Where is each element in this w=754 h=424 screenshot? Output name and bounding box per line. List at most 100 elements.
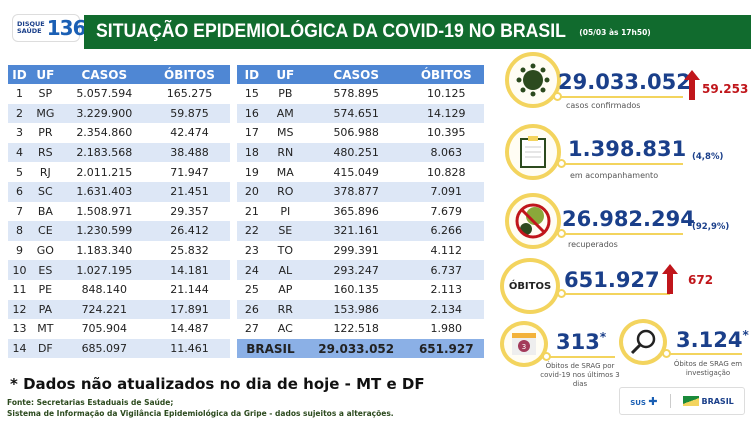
table-cell: 10.395 <box>427 126 466 140</box>
table-cell: 415.049 <box>333 165 379 179</box>
title-banner: SITUAÇÃO EPIDEMIOLÓGICA DA COVID-19 NO B… <box>84 15 751 49</box>
confirmed-circle <box>505 52 561 108</box>
table-row: 27 AC 122.518 1.980 <box>237 319 484 339</box>
table-cell: 24 <box>237 260 267 280</box>
table-cell: 321.161 <box>303 221 409 241</box>
magnifier-icon <box>630 329 656 355</box>
total-obitos: 651.927 <box>408 338 484 359</box>
table-cell: ES <box>31 260 60 280</box>
table-cell: 25 <box>244 283 259 297</box>
table-cell: 7.679 <box>430 204 463 218</box>
deaths-circle: ÓBITOS <box>500 258 560 314</box>
table-row: 3 PR 2.354.860 42.474 <box>8 123 230 143</box>
table-cell: 42.474 <box>170 126 209 140</box>
sus-logo: SUS ✚ <box>630 394 658 408</box>
table-cell: AM <box>266 103 304 124</box>
total-casos: 29.033.052 <box>303 338 409 359</box>
table-cell: 59.875 <box>148 103 230 124</box>
table-cell: 21.144 <box>170 283 209 297</box>
calendar-icon: 3 <box>512 333 536 355</box>
table-cell: MT <box>37 322 54 336</box>
source-line2: Sistema de Informação da Vigilância Epid… <box>7 409 394 418</box>
table-cell: 506.988 <box>333 126 379 140</box>
column-header: CASOS <box>303 65 409 84</box>
table-cell: 15 <box>244 87 259 101</box>
table-row: 2 MG 3.229.900 59.875 <box>8 103 230 124</box>
table-cell: 1.230.599 <box>59 221 149 241</box>
table-cell: 23 <box>244 244 259 258</box>
table-cell: 6.737 <box>408 260 484 280</box>
table-cell: 14.487 <box>170 322 209 336</box>
table-cell: RN <box>266 142 304 163</box>
table-row: 5 RJ 2.011.215 71.947 <box>8 162 230 182</box>
table-row: 15 PB 578.895 10.125 <box>237 84 484 104</box>
table-cell: 11.461 <box>148 338 230 359</box>
table-row: 20 RO 378.877 7.091 <box>237 181 484 202</box>
table-cell: 2.134 <box>408 299 484 320</box>
srag-investigation-value: 3.124 <box>676 328 743 352</box>
logo-number: 136 <box>46 16 87 40</box>
table-cell: 574.651 <box>303 103 409 124</box>
table-cell: 122.518 <box>333 322 379 336</box>
table-cell: RS <box>31 142 60 163</box>
table-cell: 293.247 <box>303 260 409 280</box>
total-label: BRASIL <box>237 338 304 359</box>
table-cell: 365.896 <box>333 204 379 218</box>
underline <box>565 163 683 165</box>
table-cell: 13 <box>12 322 27 336</box>
table-cell: 1.508.971 <box>76 204 133 218</box>
column-header: UF <box>266 65 304 84</box>
confirmed-label: casos confirmados <box>566 101 641 110</box>
table-cell: PI <box>280 204 291 218</box>
table-cell: 4.112 <box>430 244 463 258</box>
table-cell: 17 <box>244 126 259 140</box>
table-row: 18 RN 480.251 8.063 <box>237 142 484 163</box>
datetime: (05/03 às 17h50) <box>579 27 651 37</box>
table-row: 25 AP 160.135 2.113 <box>237 280 484 300</box>
deaths-increase: 672 <box>688 273 714 287</box>
table-cell: 1 <box>16 87 23 101</box>
table-cell: BA <box>37 204 53 218</box>
table-cell: 14.181 <box>148 260 230 280</box>
asterisk: * <box>742 328 749 342</box>
column-header: CASOS <box>59 65 149 84</box>
table-cell: RR <box>266 299 304 320</box>
underline <box>550 356 615 358</box>
table-row: 17 MS 506.988 10.395 <box>237 123 484 143</box>
table-cell: 18 <box>237 142 267 163</box>
table-cell: TO <box>277 244 293 258</box>
recovered-pct: (92,9%) <box>692 222 730 232</box>
table-cell: 2 <box>8 103 31 124</box>
page-title: SITUAÇÃO EPIDEMIOLÓGICA DA COVID-19 NO B… <box>96 21 566 42</box>
table-cell: 26.412 <box>148 221 230 241</box>
table-cell: 160.135 <box>333 283 379 297</box>
table-row: 23 TO 299.391 4.112 <box>237 241 484 261</box>
table-cell: 21.451 <box>148 181 230 202</box>
table-cell: 6 <box>8 181 31 202</box>
table-cell: 19 <box>244 165 259 179</box>
table-row: 7 BA 1.508.971 29.357 <box>8 202 230 222</box>
underline <box>561 96 683 98</box>
table-cell: 480.251 <box>303 142 409 163</box>
table-cell: 38.488 <box>148 142 230 163</box>
column-header: ID <box>8 65 31 84</box>
table-cell: 2.183.568 <box>59 142 149 163</box>
recovered-circle <box>505 193 561 249</box>
table-cell: 705.904 <box>81 322 128 336</box>
table-cell: 8.063 <box>408 142 484 163</box>
table-row: 12 PA 724.221 17.891 <box>8 299 230 320</box>
table-cell: 299.391 <box>333 244 379 258</box>
monitoring-circle <box>505 124 561 180</box>
table-cell: 9 <box>16 244 23 258</box>
source-line1: Fonte: Secretarias Estaduais de Saúde; <box>7 398 174 407</box>
table-cell: 10 <box>8 260 31 280</box>
table-cell: PA <box>31 299 60 320</box>
table-cell: 14 <box>8 338 31 359</box>
table-cell: 14.129 <box>408 103 484 124</box>
srag-recent-value: 313 <box>556 330 600 354</box>
monitoring-pct: (4,8%) <box>692 152 724 162</box>
monitoring-value: 1.398.831 <box>568 137 687 161</box>
table-cell: PE <box>38 283 53 297</box>
table-cell: 11 <box>12 283 27 297</box>
table-cell: CE <box>31 221 60 241</box>
